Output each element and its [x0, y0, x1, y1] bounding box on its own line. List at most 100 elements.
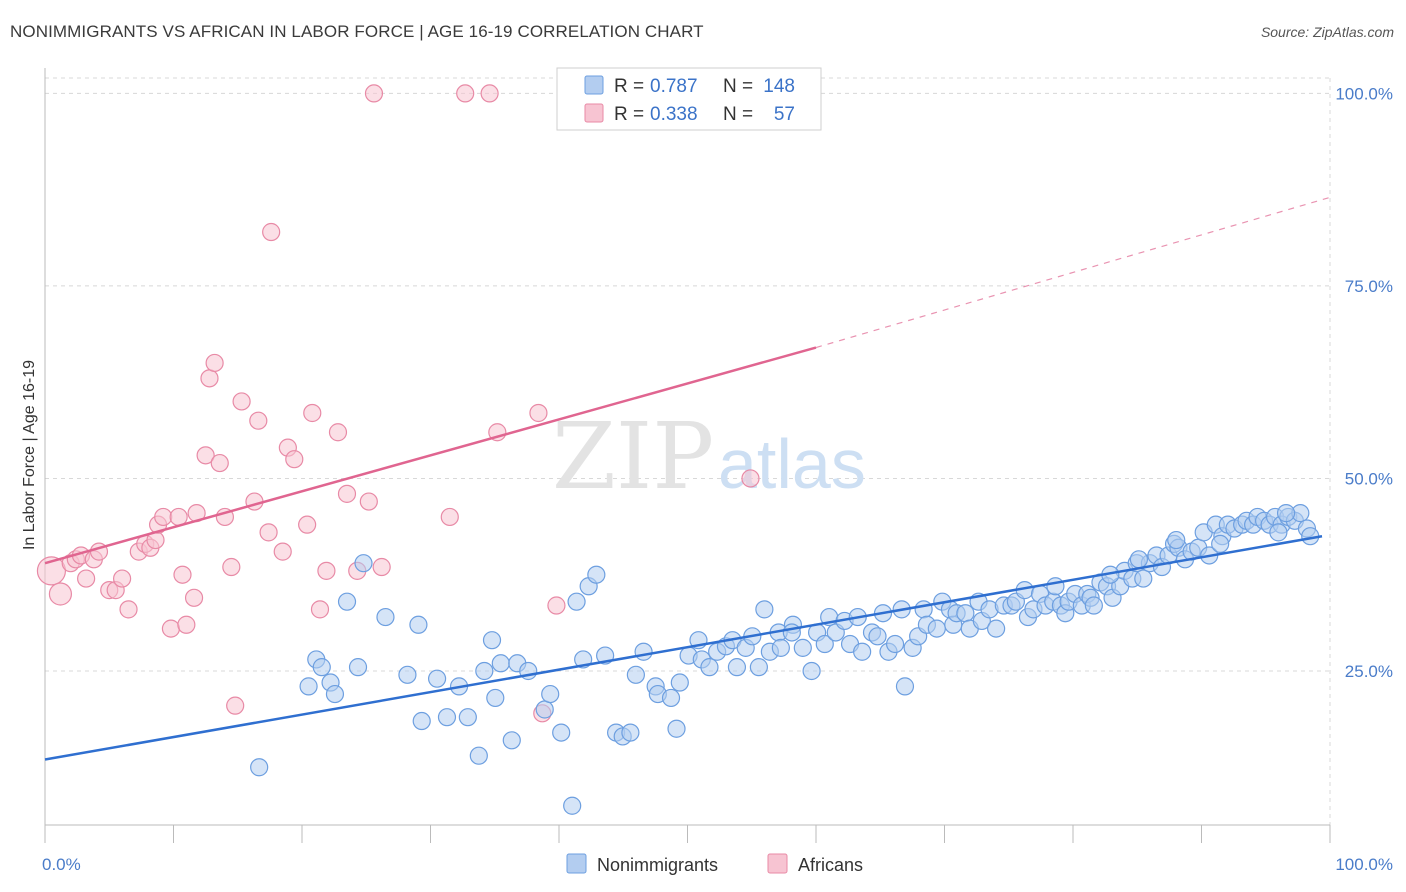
africans-point-26 — [205, 353, 224, 373]
nonimmigrants-point-92 — [987, 619, 1006, 638]
africans-point-11 — [119, 600, 138, 619]
bottom-legend-swatch-nonimmigrants — [566, 853, 587, 874]
africans-point-56 — [741, 469, 760, 488]
nonimmigrants-point-0 — [250, 758, 269, 777]
africans-point-52 — [529, 403, 548, 423]
africans-trend-line-extension — [815, 196, 1331, 349]
nonimmigrants-point-11 — [409, 615, 428, 634]
nonimmigrants-point-54 — [749, 658, 768, 677]
africans-point-21 — [177, 615, 196, 634]
africans-point-50 — [480, 84, 499, 103]
africans-point-48 — [364, 84, 384, 103]
trend-lines — [44, 196, 1331, 761]
nonimmigrants-point-37 — [626, 665, 645, 684]
nonimmigrants-point-64 — [815, 634, 834, 654]
legend-r-label-0: R = — [614, 76, 644, 97]
nonimmigrants-point-22 — [502, 731, 521, 750]
africans-point-47 — [372, 557, 391, 577]
africans-point-1 — [48, 582, 73, 606]
nonimmigrants-points — [250, 504, 1320, 815]
nonimmigrants-point-41 — [661, 688, 681, 708]
africans-point-33 — [249, 411, 268, 430]
bottom-legend-africans: Africans — [798, 855, 863, 875]
africans-point-39 — [298, 515, 317, 534]
bottom-legend: Nonimmigrants Africans — [566, 853, 863, 875]
nonimmigrants-point-62 — [802, 661, 821, 681]
watermark: ZIP atlas — [552, 403, 866, 510]
watermark-atlas: atlas — [718, 425, 866, 503]
nonimmigrants-point-29 — [563, 796, 582, 815]
nonimmigrants-point-87 — [956, 604, 975, 623]
africans-point-41 — [310, 600, 330, 619]
legend-n-value-0: 148 — [763, 76, 795, 97]
axes — [44, 68, 1331, 843]
nonimmigrants-point-47 — [700, 658, 719, 677]
africans-point-31 — [232, 392, 251, 411]
africans-point-36 — [273, 542, 292, 561]
nonimmigrants-point-5 — [325, 684, 345, 704]
africans-point-27 — [210, 453, 229, 473]
africans-point-24 — [196, 446, 215, 465]
nonimmigrants-point-14 — [437, 708, 457, 727]
nonimmigrants-point-36 — [621, 723, 640, 742]
legend-n-label-1: N = — [723, 104, 753, 125]
nonimmigrants-point-80 — [914, 600, 933, 619]
legend-r-label-1: R = — [614, 104, 644, 125]
nonimmigrants-point-3 — [312, 658, 331, 677]
africans-point-40 — [303, 403, 322, 423]
nonimmigrants-point-77 — [895, 677, 915, 696]
legend-n-label-0: N = — [723, 76, 753, 97]
nonimmigrants-point-20 — [486, 688, 505, 708]
nonimmigrants-point-148 — [1269, 523, 1288, 542]
nonimmigrants-point-8 — [354, 554, 373, 573]
nonimmigrants-point-17 — [469, 746, 488, 765]
y-tick-label-0: 25.0% — [1345, 662, 1393, 681]
africans-point-49 — [456, 84, 475, 103]
nonimmigrants-point-152 — [1129, 550, 1148, 569]
africans-point-29 — [222, 557, 241, 577]
nonimmigrants-point-149 — [1211, 534, 1230, 554]
x-tick-label-0: 0.0% — [42, 855, 81, 874]
nonimmigrants-point-60 — [782, 623, 801, 642]
africans-point-5 — [77, 569, 96, 588]
africans-point-17 — [154, 507, 173, 527]
nonimmigrants-point-43 — [670, 673, 689, 692]
nonimmigrants-point-75 — [885, 634, 905, 654]
africans-trend-line — [44, 346, 817, 565]
nonimmigrants-point-58 — [771, 638, 790, 657]
watermark-zip: ZIP — [552, 403, 714, 510]
africans-point-22 — [184, 588, 204, 607]
nonimmigrants-point-19 — [482, 631, 502, 650]
nonimmigrants-point-27 — [552, 723, 571, 742]
nonimmigrants-point-12 — [412, 711, 431, 731]
chart-source: Source: ZipAtlas.com — [1260, 24, 1394, 40]
nonimmigrants-point-16 — [458, 708, 477, 727]
nonimmigrants-point-26 — [541, 684, 560, 704]
africans-point-18 — [161, 619, 181, 638]
nonimmigrants-point-147 — [1276, 504, 1296, 523]
legend-r-value-1: 0.338 — [650, 104, 698, 125]
nonimmigrants-trend-line — [44, 534, 1323, 761]
chart-title: NONIMMIGRANTS VS AFRICAN IN LABOR FORCE … — [10, 22, 704, 41]
nonimmigrants-point-82 — [927, 619, 946, 638]
africans-point-55 — [440, 507, 459, 527]
nonimmigrants-point-6 — [337, 592, 357, 611]
nonimmigrants-point-18 — [475, 661, 494, 681]
africans-point-0 — [36, 556, 67, 586]
nonimmigrants-point-150 — [1167, 530, 1186, 550]
nonimmigrants-point-42 — [667, 719, 686, 738]
africans-point-25 — [200, 369, 219, 388]
nonimmigrants-point-110 — [1084, 596, 1103, 615]
x-tick-labels: 0.0% 100.0% — [42, 855, 1393, 874]
bottom-legend-nonimmigrants: Nonimmigrants — [597, 855, 718, 875]
nonimmigrants-point-55 — [755, 600, 774, 619]
legend-swatch-africans — [584, 103, 604, 123]
nonimmigrants-point-7 — [348, 658, 368, 677]
africans-point-30 — [226, 696, 245, 715]
legend-n-value-1: 57 — [774, 104, 795, 125]
africans-point-54 — [547, 596, 566, 615]
nonimmigrants-point-102 — [1046, 577, 1065, 596]
y-tick-label-1: 50.0% — [1345, 469, 1393, 488]
y-tick-label-2: 75.0% — [1345, 277, 1393, 296]
